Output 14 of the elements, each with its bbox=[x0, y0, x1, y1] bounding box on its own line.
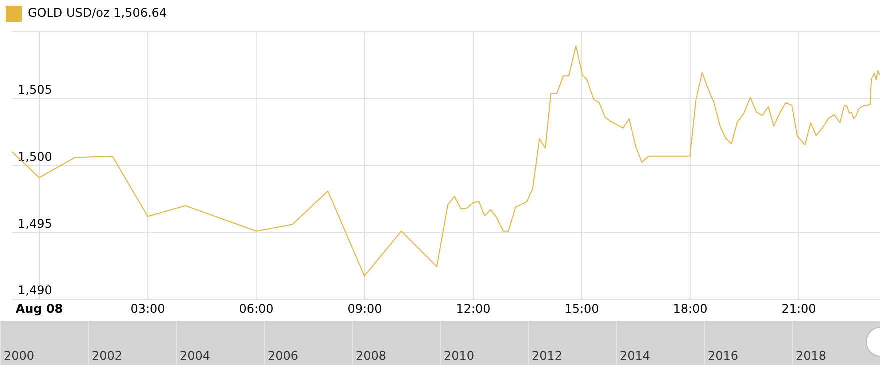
y-tick-label: 1,495 bbox=[18, 216, 52, 231]
x-tick-label: 15:00 bbox=[564, 302, 600, 316]
x-tick-label: 06:00 bbox=[239, 302, 274, 316]
scrollbar-navigator: 2000 2002 2004 2006 2008 2010 2012 2014 2016 2018 bbox=[0, 321, 880, 365]
legend-label: GOLD USD/oz 1,506.64 bbox=[28, 6, 168, 20]
x-tick-label: 09:00 bbox=[348, 302, 382, 316]
x-tick-label: 18:00 bbox=[673, 302, 708, 316]
x-tick-label: 21:00 bbox=[782, 302, 816, 316]
x-tick-label: 12:00 bbox=[456, 302, 491, 316]
x-tick-label: Aug 08 bbox=[16, 302, 64, 316]
x-tick-label: 03:00 bbox=[130, 302, 166, 316]
y-tick-label: 1,490 bbox=[18, 284, 52, 298]
y-tick-label: 1,505 bbox=[18, 83, 52, 98]
y-tick-label: 1,500 bbox=[18, 150, 52, 164]
